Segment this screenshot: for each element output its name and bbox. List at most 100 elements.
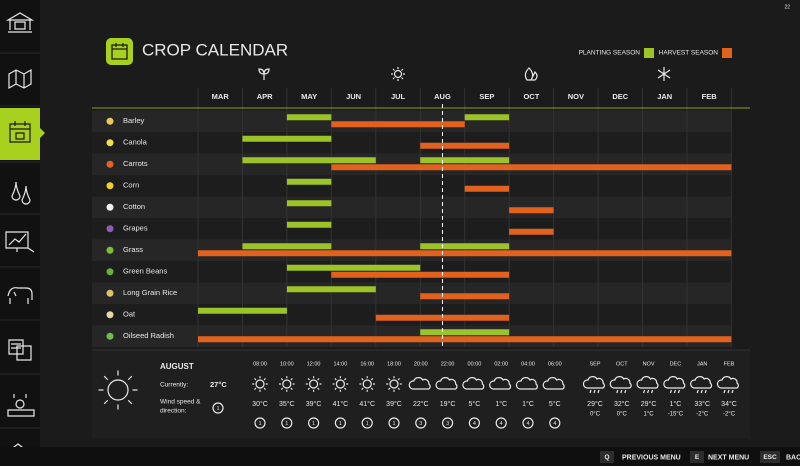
row-band bbox=[92, 132, 732, 154]
hour-weather-icon bbox=[252, 376, 268, 392]
legend-swatch bbox=[722, 48, 732, 58]
title-icon-glyph bbox=[111, 43, 128, 60]
crop-name: Canola bbox=[123, 138, 148, 147]
forecast-high: 29°C bbox=[587, 400, 603, 408]
sun-ray bbox=[103, 375, 109, 381]
forecast-month: NOV bbox=[643, 361, 655, 367]
forecast-low: -2°C bbox=[723, 412, 736, 418]
month-label: MAY bbox=[301, 92, 317, 101]
planting-bar bbox=[242, 243, 332, 250]
month-label: FEB bbox=[702, 92, 718, 101]
sun-ray bbox=[127, 399, 133, 405]
harvest-bar bbox=[198, 336, 732, 343]
sun-ray bbox=[254, 378, 257, 381]
month-label: DEC bbox=[612, 92, 628, 101]
month-label: SEP bbox=[479, 92, 494, 101]
planting-bar bbox=[286, 286, 376, 293]
sun-ray bbox=[388, 387, 391, 390]
harvest-bar bbox=[420, 142, 510, 149]
forecast-icon bbox=[636, 376, 659, 394]
key-badge[interactable] bbox=[690, 451, 704, 463]
sun-ray bbox=[307, 387, 310, 390]
current-label: Currently: bbox=[160, 382, 188, 389]
wind-value: 3 bbox=[446, 421, 449, 427]
forecast-high: 32°C bbox=[614, 400, 630, 408]
harvest-bar bbox=[420, 293, 510, 300]
hour-label: 18:00 bbox=[387, 361, 401, 367]
crop-icon bbox=[106, 203, 114, 211]
hour-label: 04:00 bbox=[521, 361, 535, 367]
hour-temp: 19°C bbox=[440, 400, 456, 408]
hour-weather-icon bbox=[542, 377, 565, 390]
crop-name: Corn bbox=[123, 181, 139, 190]
planting-bar bbox=[242, 135, 332, 142]
sidebar-selected[interactable] bbox=[0, 108, 40, 160]
footer-action[interactable]: NEXT MENU bbox=[708, 454, 749, 461]
crop-icon bbox=[106, 160, 114, 168]
footer-action[interactable]: BACK bbox=[786, 454, 800, 461]
footer-action[interactable]: PREVIOUS MENU bbox=[622, 454, 681, 461]
hour-weather-icon bbox=[305, 376, 322, 392]
sun-ray bbox=[344, 378, 347, 381]
sun-core bbox=[309, 379, 319, 389]
sun-ray bbox=[280, 387, 284, 390]
planting-bar bbox=[286, 200, 332, 207]
forecast-low: 0°C bbox=[590, 412, 601, 418]
crop-icon bbox=[106, 246, 114, 254]
hour-temp: 30°C bbox=[252, 400, 268, 408]
sidebar-icons[interactable] bbox=[5, 12, 35, 451]
wind-value: 1 bbox=[258, 421, 261, 427]
hour-temp: 35°C bbox=[279, 400, 295, 408]
hour-weather-icon bbox=[462, 377, 485, 390]
month-label: JAN bbox=[657, 92, 672, 101]
hour-weather-icon bbox=[332, 376, 349, 392]
crop-icon bbox=[106, 139, 114, 147]
sun-ray bbox=[317, 378, 320, 381]
key-badge[interactable] bbox=[600, 451, 614, 463]
forecast-month: JAN bbox=[697, 361, 707, 367]
hour-temp: 41°C bbox=[333, 400, 349, 408]
forecast-icon bbox=[716, 376, 739, 394]
sun-core bbox=[107, 379, 129, 401]
sun-ray bbox=[103, 399, 109, 405]
planting-bar bbox=[420, 157, 510, 164]
hour-temp: 1°C bbox=[495, 400, 507, 408]
harvest-bar bbox=[331, 121, 465, 128]
harvest-bar bbox=[198, 250, 732, 257]
weather-panel bbox=[92, 350, 750, 438]
sidebar bbox=[0, 0, 45, 466]
forecast-low: -15°C bbox=[668, 412, 684, 418]
wind-value: 1 bbox=[366, 421, 369, 427]
planting-bar bbox=[286, 264, 421, 271]
wind-indicator bbox=[308, 417, 320, 429]
key-badge[interactable] bbox=[760, 451, 780, 463]
hour-label: 08:00 bbox=[253, 361, 267, 367]
sun-core bbox=[335, 379, 345, 389]
sun-core bbox=[362, 379, 372, 389]
sun-ray bbox=[334, 378, 337, 381]
month-label: OCT bbox=[523, 92, 539, 101]
wind-indicator bbox=[468, 417, 480, 429]
hour-temp: 5°C bbox=[469, 400, 481, 408]
hour-weather-icon bbox=[489, 377, 512, 390]
legend-swatch bbox=[644, 48, 654, 58]
wind-value: 1 bbox=[392, 421, 395, 427]
forecast-high: 29°C bbox=[641, 400, 657, 408]
sun-ray bbox=[361, 378, 364, 381]
hour-temp: 39°C bbox=[306, 400, 322, 408]
hour-weather-icon bbox=[359, 376, 375, 392]
forecast-high: 33°C bbox=[694, 400, 710, 408]
sun-ray bbox=[370, 378, 374, 381]
wind-value: 1 bbox=[312, 421, 315, 427]
sidebar-pointer bbox=[40, 128, 45, 138]
current-weather-icon bbox=[98, 370, 138, 410]
wind-indicator bbox=[212, 402, 224, 414]
month-label: JUN bbox=[346, 92, 361, 101]
forecast-low: 1°C bbox=[644, 412, 655, 418]
forecast-high: 1°C bbox=[670, 400, 682, 408]
wind-value: 1 bbox=[285, 421, 288, 427]
planting-bar bbox=[286, 114, 332, 121]
hour-weather-icon bbox=[435, 377, 458, 390]
wind-value: 4 bbox=[553, 421, 556, 427]
row-band bbox=[92, 196, 732, 218]
